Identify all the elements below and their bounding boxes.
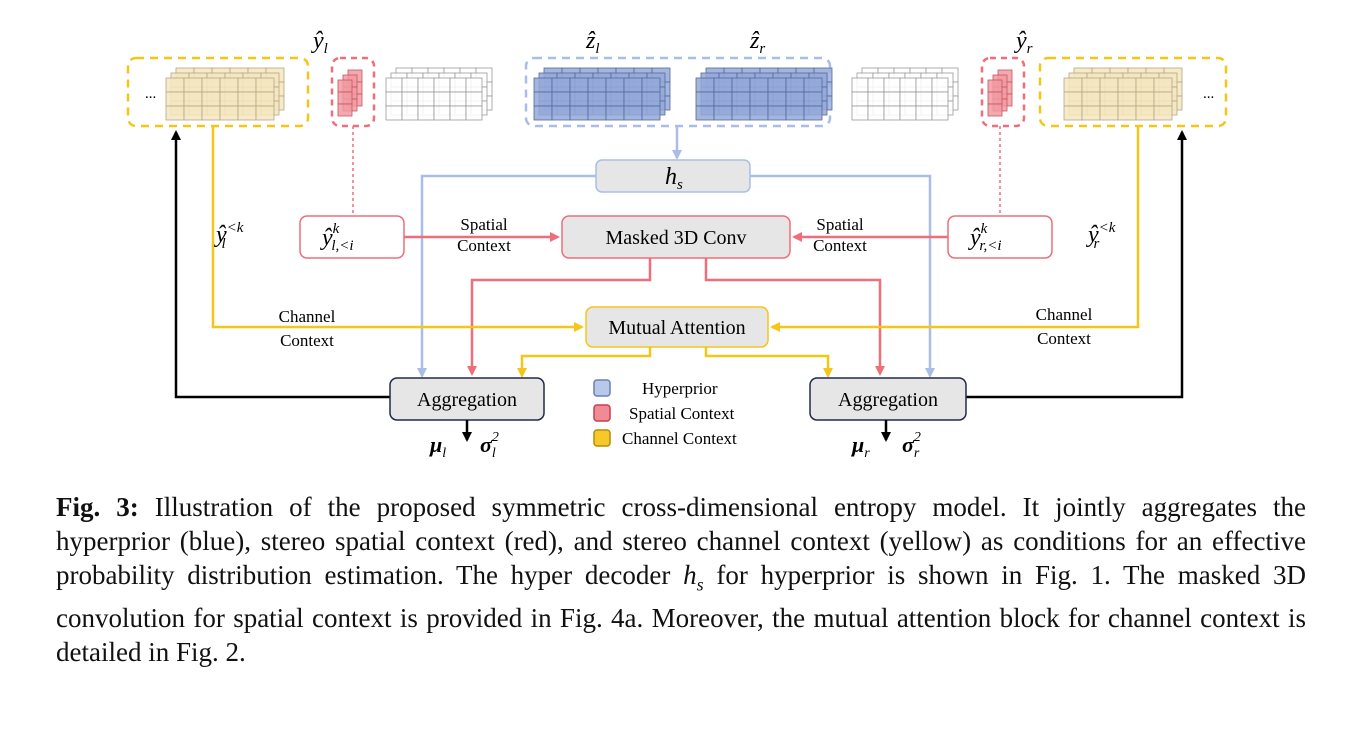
right-ellipsis: ... bbox=[1203, 86, 1214, 102]
arrow-hs-to-right-agg bbox=[750, 174, 935, 378]
caption-hs-symbol: h bbox=[683, 560, 697, 590]
channel-context-left-label: Channel Context bbox=[279, 307, 336, 350]
arrow-hs-to-left-agg bbox=[417, 174, 596, 378]
arrow-attention-to-right-agg bbox=[704, 347, 833, 378]
mu-r-label: μr bbox=[851, 432, 870, 461]
left-previous-slices-tensor bbox=[165, 67, 285, 121]
right-channel-group-box bbox=[1038, 56, 1228, 128]
aggregation-right-label: Aggregation bbox=[838, 389, 938, 411]
figure-label: Fig. 3: bbox=[56, 492, 139, 522]
label-y-r: ŷr bbox=[1014, 28, 1033, 57]
left-channel-group-box bbox=[126, 56, 310, 128]
spatial-context-left-label: Spatial Context bbox=[457, 215, 511, 255]
z-left-tensor bbox=[533, 67, 671, 121]
legend-swatch-spatial bbox=[593, 404, 611, 422]
latent-tensors bbox=[165, 67, 1183, 121]
right-current-slice-box bbox=[980, 56, 1026, 128]
left-future-slices-tensor bbox=[385, 67, 493, 121]
caption-text-2: for hyperprior is shown in Fig. 1. The m… bbox=[56, 560, 1306, 668]
legend: Hyperprior Spatial Context Channel Conte… bbox=[593, 379, 737, 448]
right-future-slices-tensor bbox=[851, 67, 959, 121]
masked-conv-label: Masked 3D Conv bbox=[605, 227, 746, 249]
caption-hs-sub: s bbox=[696, 574, 704, 595]
legend-label-channel: Channel Context bbox=[622, 429, 737, 448]
arrow-left-agg-feedback bbox=[171, 130, 390, 399]
legend-label-spatial: Spatial Context bbox=[629, 404, 735, 423]
y-r-context-box bbox=[947, 215, 1053, 259]
entropy-model-diagram: ... ... ŷl ẑl ẑr ŷr hs Masked 3D Conv ŷk… bbox=[126, 28, 1228, 461]
y-l-context-label: ŷk l,<i bbox=[320, 221, 354, 254]
right-current-slice-tensor bbox=[987, 69, 1013, 117]
arrow-left-channel-to-attention bbox=[211, 126, 584, 332]
sigma-l-label: σ2 l bbox=[480, 430, 499, 461]
legend-label-hyperprior: Hyperprior bbox=[642, 379, 718, 398]
caption-text-1: Illustration of the proposed symmetric c… bbox=[56, 492, 1306, 590]
arrow-attention-to-left-agg bbox=[517, 347, 652, 378]
channel-context-right-label: Channel Context bbox=[1036, 305, 1093, 348]
arrow-right-agg-feedback bbox=[966, 130, 1187, 399]
left-current-slice-tensor bbox=[337, 69, 363, 117]
aggregation-right-box bbox=[809, 377, 967, 421]
spatial-context-right-label: Spatial Context bbox=[813, 215, 867, 255]
legend-swatch-channel bbox=[593, 429, 611, 447]
label-y-l: ŷl bbox=[311, 28, 328, 57]
aggregation-left-label: Aggregation bbox=[417, 389, 517, 411]
y-r-context-label: ŷk r,<i bbox=[968, 221, 1002, 254]
hs-box bbox=[595, 159, 751, 193]
masked-conv-box bbox=[561, 215, 791, 259]
label-z-r: ẑr bbox=[749, 28, 765, 57]
mutual-attention-box bbox=[585, 306, 769, 348]
figure-caption: Fig. 3: Illustration of the proposed sym… bbox=[56, 490, 1306, 669]
y-l-previous-label: ŷ<k l bbox=[214, 220, 244, 252]
y-r-previous-label: ŷ<k r bbox=[1086, 220, 1116, 252]
mu-l-label: μl bbox=[429, 432, 446, 461]
label-z-l: ẑl bbox=[585, 28, 600, 57]
sigma-r-label: σ2 r bbox=[902, 430, 921, 461]
mutual-attention-label: Mutual Attention bbox=[608, 317, 745, 339]
z-right-tensor bbox=[695, 67, 833, 121]
arrow-right-channel-to-attention bbox=[770, 126, 1140, 332]
legend-swatch-hyperprior bbox=[593, 379, 611, 397]
left-ellipsis: ... bbox=[145, 86, 156, 102]
right-previous-slices-tensor bbox=[1063, 67, 1183, 121]
hs-label: hs bbox=[665, 164, 683, 193]
y-l-context-box bbox=[299, 215, 405, 259]
